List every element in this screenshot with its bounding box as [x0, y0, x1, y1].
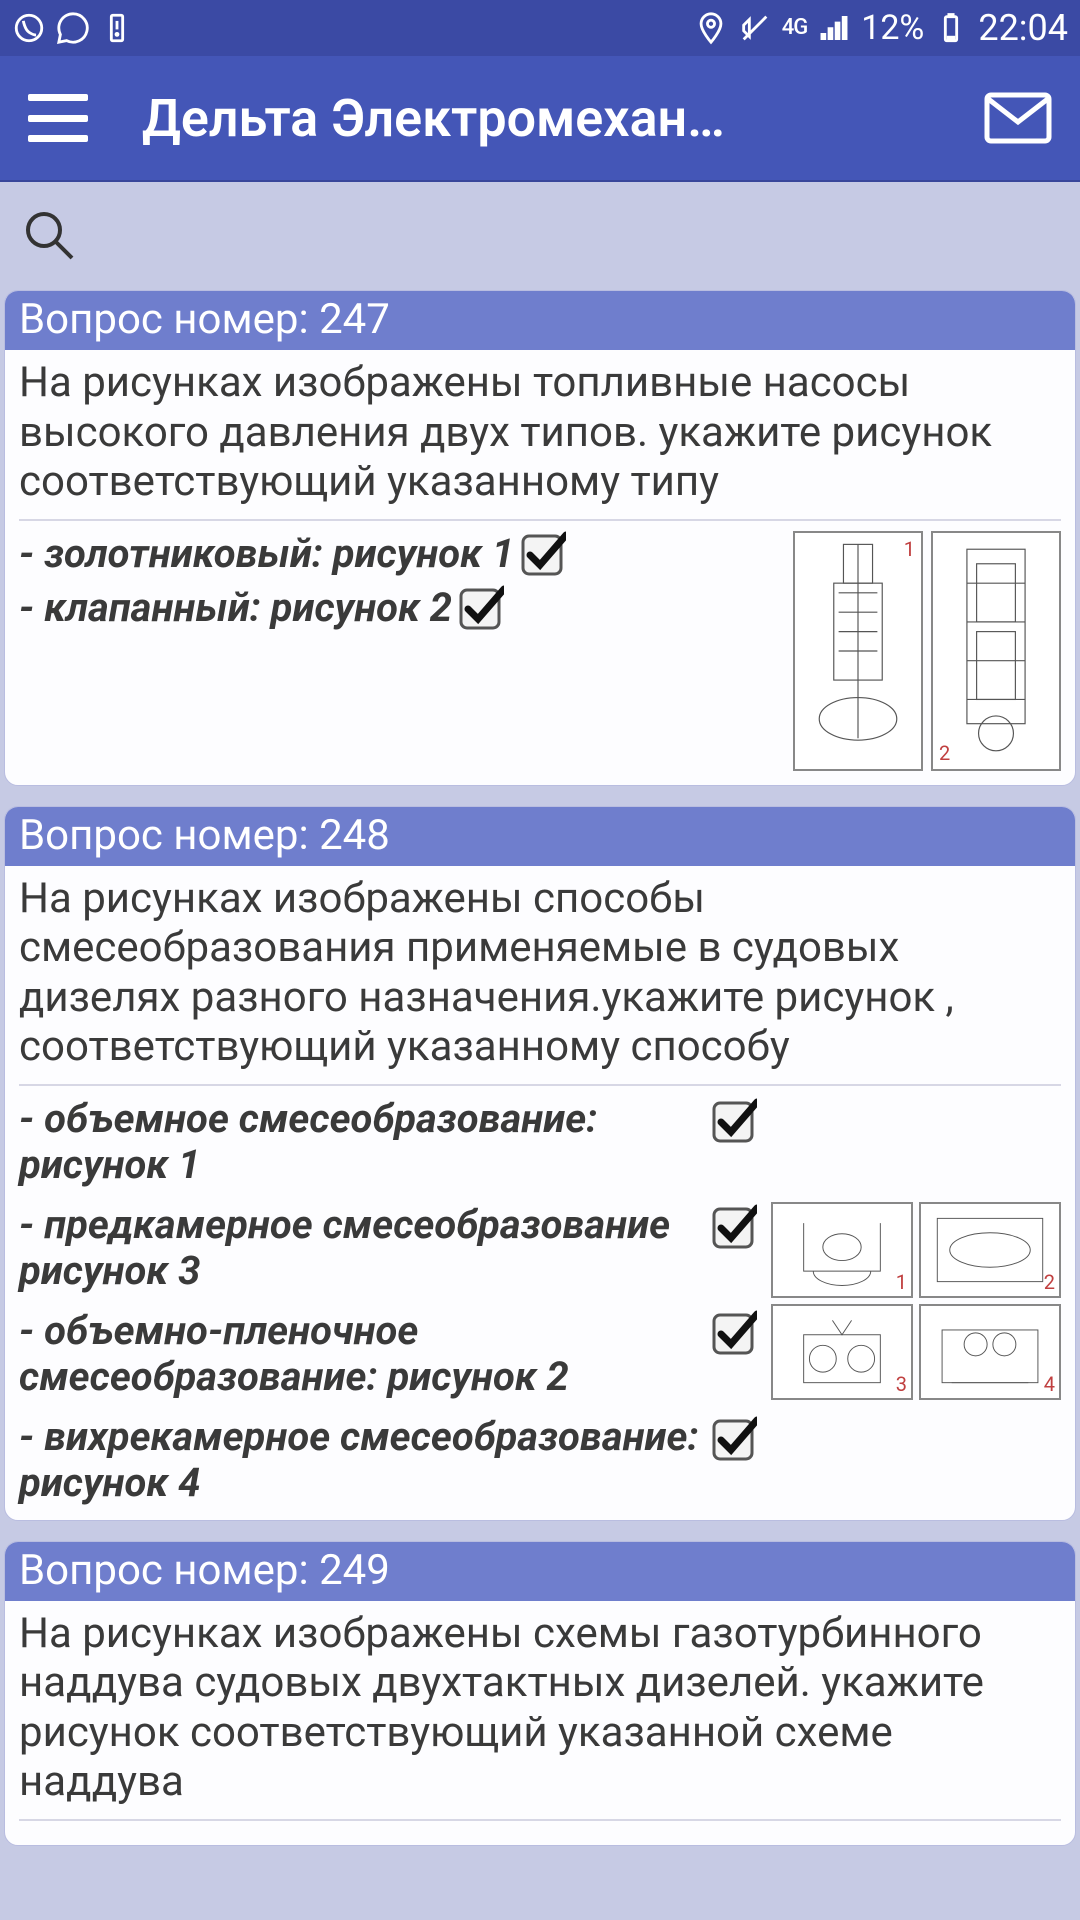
answer-item[interactable]: - клапанный: рисунок 2 [19, 585, 777, 631]
answer-label: - объемное смесеобразование: рисунок 1 [19, 1096, 705, 1188]
answer-item[interactable]: - объемно-пленочное смесеобразование: ри… [19, 1308, 757, 1400]
answer-item[interactable]: - вихрекамерное смесеобразование: рисуно… [19, 1414, 757, 1506]
status-left [12, 11, 134, 45]
question-text: На рисунках изображены способы смесеобра… [19, 874, 1061, 1072]
question-text: На рисунках изображены топливные насосы … [19, 358, 1061, 507]
clock: 22:04 [978, 7, 1068, 49]
checkbox-checked-icon[interactable] [458, 585, 504, 631]
battery-icon [934, 11, 968, 45]
mail-icon[interactable] [984, 92, 1052, 144]
checkbox-checked-icon[interactable] [520, 531, 566, 577]
question-card: Вопрос номер: 249 На рисунках изображены… [4, 1541, 1076, 1846]
search-icon[interactable] [22, 208, 78, 264]
answer-item[interactable]: - объемное смесеобразование: рисунок 1 [19, 1096, 757, 1188]
answer-label: - объемно-пленочное смесеобразование: ри… [19, 1308, 705, 1400]
figure-group: 1 2 3 4 [771, 1202, 1061, 1400]
question-header: Вопрос номер: 247 [5, 291, 1075, 350]
answer-label: - вихрекамерное смесеобразование: рисуно… [19, 1414, 705, 1506]
checkbox-checked-icon[interactable] [711, 1098, 757, 1144]
signal-icon [817, 11, 851, 45]
search-bar [0, 182, 1080, 290]
question-header: Вопрос номер: 248 [5, 807, 1075, 866]
technical-drawing: 1 [771, 1202, 913, 1298]
technical-drawing: 2 [919, 1202, 1061, 1298]
technical-drawing: 1 [793, 531, 923, 771]
figure-group: 1 2 [793, 531, 1061, 771]
technical-drawing: 2 [931, 531, 1061, 771]
answer-label: - золотниковый: рисунок 1 [19, 531, 514, 577]
app-bar: Дельта Электромехан… [0, 56, 1080, 182]
divider [19, 519, 1061, 521]
question-header: Вопрос номер: 249 [5, 1542, 1075, 1601]
status-right: 4G 12% 22:04 [694, 7, 1068, 49]
figure-number: 1 [904, 537, 915, 561]
figure-number: 3 [896, 1372, 907, 1396]
network-4g-label: 4G [782, 17, 808, 39]
whatsapp-icon [56, 11, 90, 45]
viber-icon [12, 11, 46, 45]
question-card: Вопрос номер: 248 На рисунках изображены… [4, 806, 1076, 1521]
checkbox-checked-icon[interactable] [711, 1204, 757, 1250]
technical-drawing: 3 [771, 1304, 913, 1400]
vibrate-mute-icon [738, 11, 772, 45]
checkbox-checked-icon[interactable] [711, 1310, 757, 1356]
question-card: Вопрос номер: 247 На рисунках изображены… [4, 290, 1076, 786]
figure-number: 1 [896, 1270, 907, 1294]
answer-label: - предкамерное смесеобразование рисунок … [19, 1202, 705, 1294]
divider [19, 1084, 1061, 1086]
figure-number: 2 [1044, 1270, 1055, 1294]
battery-percent: 12% [861, 8, 924, 48]
answer-item[interactable]: - золотниковый: рисунок 1 [19, 531, 777, 577]
answer-item[interactable]: - предкамерное смесеобразование рисунок … [19, 1202, 757, 1294]
answer-label: - клапанный: рисунок 2 [19, 585, 452, 631]
status-bar: 4G 12% 22:04 [0, 0, 1080, 56]
divider [19, 1819, 1061, 1821]
battery-alert-icon [100, 11, 134, 45]
figure-number: 4 [1044, 1372, 1055, 1396]
figure-number: 2 [939, 741, 950, 765]
question-text: На рисунках изображены схемы газотурбинн… [19, 1609, 1061, 1807]
menu-icon[interactable] [28, 94, 88, 142]
checkbox-checked-icon[interactable] [711, 1416, 757, 1462]
location-icon [694, 11, 728, 45]
technical-drawing: 4 [919, 1304, 1061, 1400]
app-title: Дельта Электромехан… [88, 88, 984, 149]
